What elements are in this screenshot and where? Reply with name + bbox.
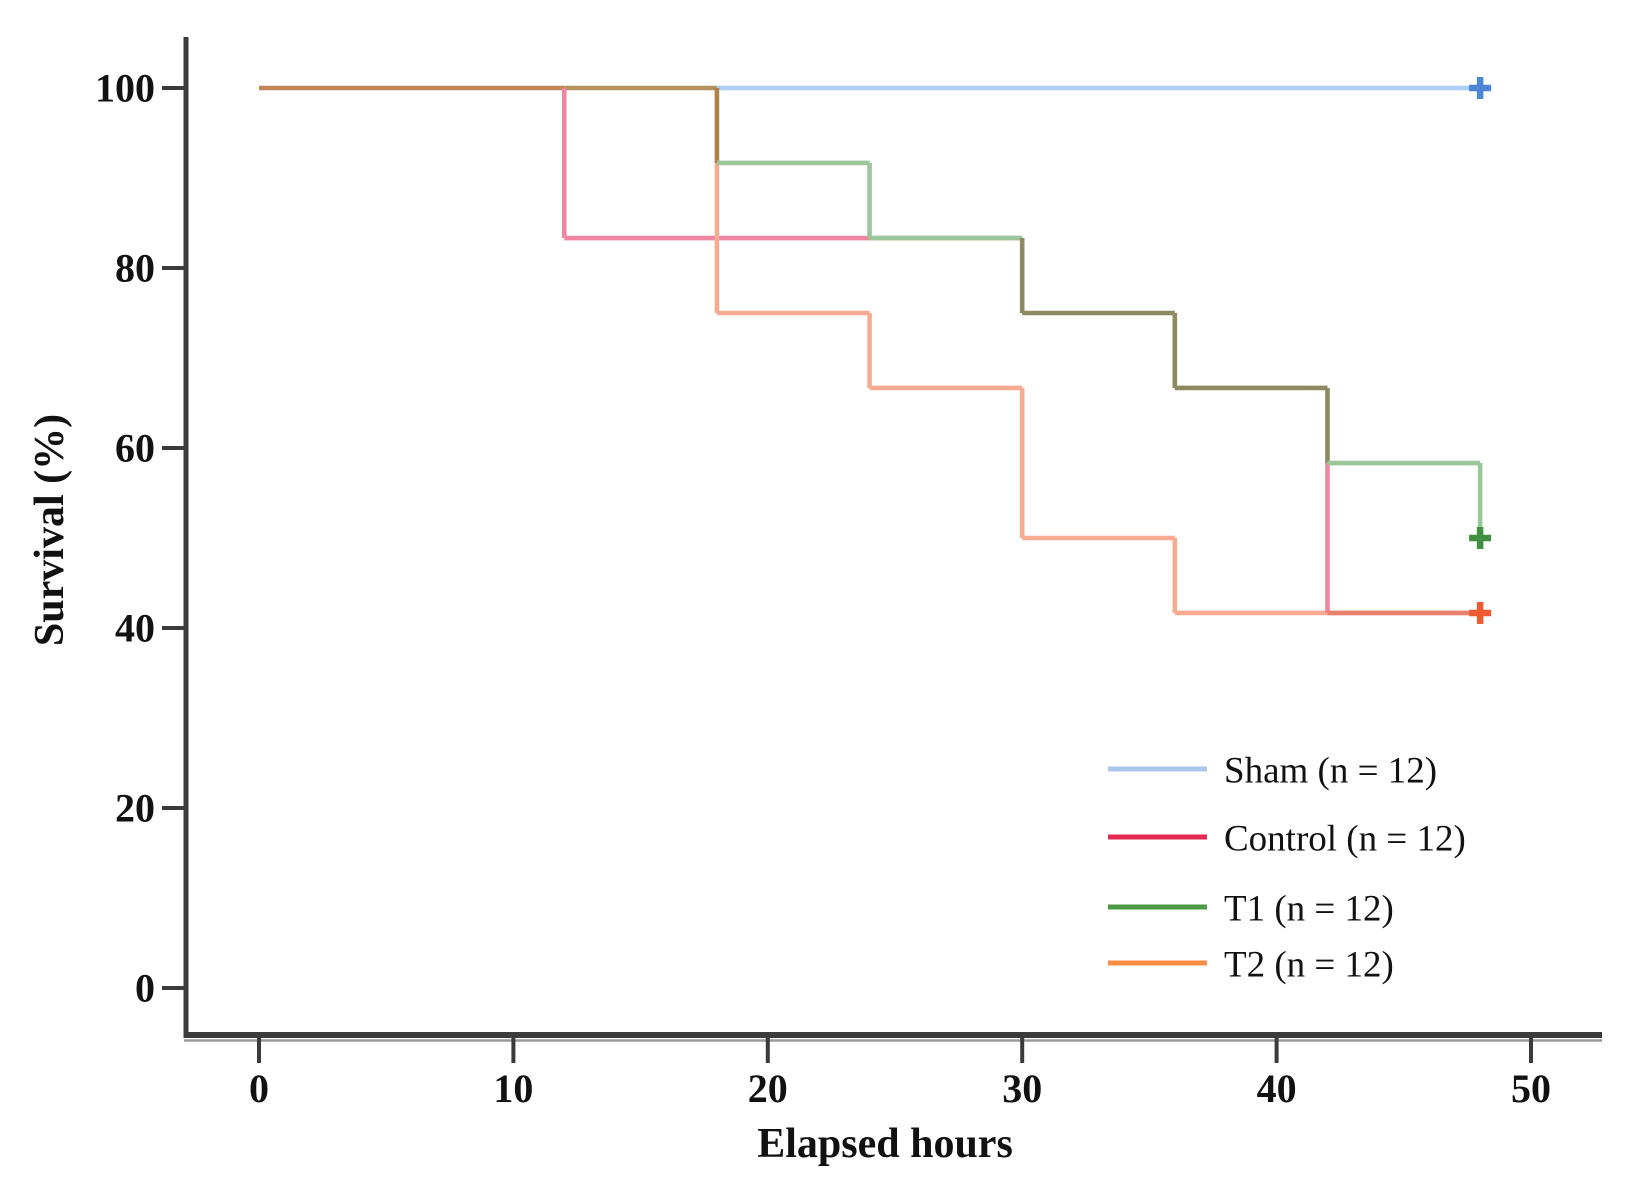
y-tick-label: 40 [115,606,155,651]
y-tick-label: 0 [135,966,155,1011]
x-tick-label: 0 [249,1066,269,1111]
legend-item-label: T1 (n = 12) [1224,889,1394,930]
censor-markers [1469,77,1492,624]
x-tick-label: 50 [1511,1066,1551,1111]
legend: Sham (n = 12) Control (n = 12) T1 (n = 12)… [1108,751,1466,986]
y-axis-title: Survival (%) [27,414,73,646]
x-tick-label: 30 [1002,1066,1042,1111]
x-tick-label: 10 [493,1066,533,1111]
axis-labels: 0 20 40 60 80 100 0 10 20 30 40 50 Survival (%) Elaps… [27,66,1551,1168]
legend-item-label: Control (n = 12) [1224,819,1466,860]
y-tick-label: 60 [115,426,155,471]
legend-item-label: T2 (n = 12) [1224,945,1394,986]
y-tick-label: 80 [115,246,155,291]
axes [183,37,1602,1042]
x-tick-label: 40 [1257,1066,1297,1111]
axis-ticks [162,86,1533,1063]
y-tick-label: 100 [95,66,155,111]
x-tick-label: 20 [748,1066,788,1111]
x-axis-title: Elapsed hours [757,1121,1013,1167]
y-tick-label: 20 [115,786,155,831]
survival-curves [259,85,1483,616]
legend-item-label: Sham (n = 12) [1224,751,1437,792]
